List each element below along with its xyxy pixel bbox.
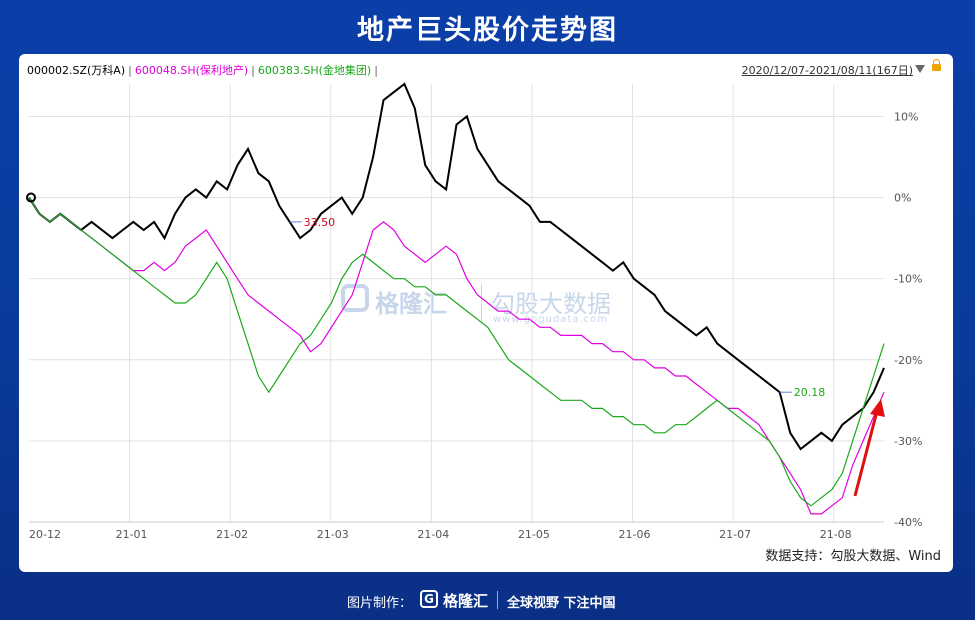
legend-series-3[interactable]: 600383.SH(金地集团) [257, 64, 372, 77]
footer-slogan: 全球视野 下注中国 [507, 596, 616, 611]
legend-separator: | [251, 64, 255, 77]
watermark-url: www.gogudata.com [493, 314, 609, 325]
legend: 000002.SZ(万科A) | 600048.SH(保利地产) | 600383.SH… [27, 62, 381, 78]
x-tick-label: 21-06 [619, 528, 651, 541]
x-tick-label: 21-05 [518, 528, 550, 541]
x-tick-label: 21-03 [317, 528, 349, 541]
series-line-1 [28, 82, 885, 451]
legend-series-1[interactable]: 000002.SZ(万科A) [27, 64, 126, 77]
footer-made-by: 图片制作： [347, 596, 413, 611]
watermark-divider [481, 284, 482, 324]
footer-logo-icon: G [420, 590, 438, 608]
x-tick-label: 21-07 [719, 528, 751, 541]
dropdown-triangle-icon[interactable] [915, 65, 925, 73]
footer: 图片制作： G 格隆汇 全球视野 下注中国 [0, 589, 975, 611]
x-tick-label: 20-12 [29, 528, 61, 541]
y-tick-label: -10% [894, 273, 922, 286]
lock-icon[interactable] [932, 59, 941, 71]
x-tick-label: 21-08 [820, 528, 852, 541]
y-tick-label: 10% [894, 110, 918, 123]
data-source: 数据支持：勾股大数据、Wind [765, 549, 941, 564]
series-line-2 [28, 197, 885, 515]
legend-series-2[interactable]: 600048.SH(保利地产) [134, 64, 249, 77]
footer-brand: 格隆汇 [443, 592, 489, 610]
annotation-label: 20.18 [794, 386, 826, 399]
line-chart: 10% 0% -10% -20% -30% -40% 20-12 21-01 21-02 21-0… [26, 82, 922, 541]
series-line-3 [28, 197, 885, 507]
y-tick-label: -20% [894, 354, 922, 367]
chart-panel: 000002.SZ(万科A) | 600048.SH(保利地产) | 600383.SH… [19, 54, 953, 572]
red-arrow-head [870, 399, 885, 417]
y-tick-label: 0% [894, 192, 911, 205]
x-tick-label: 21-01 [116, 528, 148, 541]
page-title: 地产巨头股价走势图 [357, 15, 618, 46]
x-tick-label: 21-02 [216, 528, 248, 541]
red-arrow-shaft [853, 410, 879, 497]
y-tick-label: -30% [894, 435, 922, 448]
legend-separator: | [374, 64, 378, 77]
x-tick-label: 21-04 [417, 528, 449, 541]
annotation-label: 33.50 [304, 216, 336, 229]
date-range[interactable]: 2020/12/07-2021/08/11(167日) [741, 64, 913, 77]
y-tick-label: -40% [894, 516, 922, 529]
start-marker [26, 192, 36, 203]
legend-separator: | [128, 64, 132, 77]
footer-divider [497, 591, 498, 609]
